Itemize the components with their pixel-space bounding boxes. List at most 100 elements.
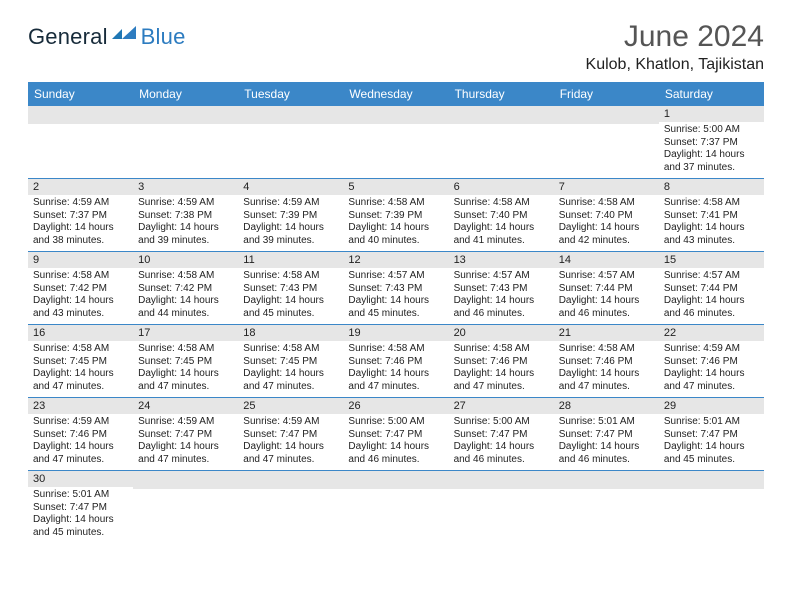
day-content: Sunrise: 4:58 AMSunset: 7:45 PMDaylight:… <box>133 341 238 395</box>
day-cell: 28Sunrise: 5:01 AMSunset: 7:47 PMDayligh… <box>554 398 659 471</box>
day-number: 7 <box>554 179 659 195</box>
day-cell: 7 Sunrise: 4:58 AMSunset: 7:40 PMDaylight… <box>554 179 659 252</box>
day-line: and 47 minutes. <box>348 381 443 394</box>
day-content: Sunrise: 5:01 AMSunset: 7:47 PMDaylight:… <box>554 414 659 468</box>
day-line: Daylight: 14 hours <box>348 368 443 381</box>
day-line: and 44 minutes. <box>138 308 233 321</box>
day-line: Sunset: 7:46 PM <box>559 356 654 369</box>
day-content: Sunrise: 5:01 AMSunset: 7:47 PMDaylight:… <box>28 487 133 541</box>
header-row: Sunday Monday Tuesday Wednesday Thursday… <box>28 82 764 106</box>
day-line: and 45 minutes. <box>243 308 338 321</box>
day-cell: 12Sunrise: 4:57 AMSunset: 7:43 PMDayligh… <box>343 252 448 325</box>
day-content: Sunrise: 4:58 AMSunset: 7:45 PMDaylight:… <box>28 341 133 395</box>
day-line: and 43 minutes. <box>664 235 759 248</box>
day-cell <box>28 106 133 179</box>
day-line: Daylight: 14 hours <box>559 222 654 235</box>
day-number: 2 <box>28 179 133 195</box>
day-line: Daylight: 14 hours <box>243 441 338 454</box>
day-cell: 1Sunrise: 5:00 AMSunset: 7:37 PMDaylight… <box>659 106 764 179</box>
day-number-empty <box>449 106 554 124</box>
day-line: Sunset: 7:39 PM <box>243 210 338 223</box>
day-number: 5 <box>343 179 448 195</box>
day-line: and 41 minutes. <box>454 235 549 248</box>
day-line: and 46 minutes. <box>664 308 759 321</box>
day-cell: 25Sunrise: 4:59 AMSunset: 7:47 PMDayligh… <box>238 398 343 471</box>
day-cell: 8Sunrise: 4:58 AMSunset: 7:41 PMDaylight… <box>659 179 764 252</box>
calendar-table: Sunday Monday Tuesday Wednesday Thursday… <box>28 82 764 543</box>
day-cell: 11Sunrise: 4:58 AMSunset: 7:43 PMDayligh… <box>238 252 343 325</box>
day-line: Daylight: 14 hours <box>348 222 443 235</box>
day-cell: 6Sunrise: 4:58 AMSunset: 7:40 PMDaylight… <box>449 179 554 252</box>
day-line: Sunset: 7:37 PM <box>664 137 759 150</box>
day-content: Sunrise: 4:57 AMSunset: 7:43 PMDaylight:… <box>343 268 448 322</box>
day-content: Sunrise: 4:58 AMSunset: 7:41 PMDaylight:… <box>659 195 764 249</box>
week-row: 16Sunrise: 4:58 AMSunset: 7:45 PMDayligh… <box>28 325 764 398</box>
day-cell: 23Sunrise: 4:59 AMSunset: 7:46 PMDayligh… <box>28 398 133 471</box>
day-line: Sunset: 7:40 PM <box>559 210 654 223</box>
day-cell: 30Sunrise: 5:01 AMSunset: 7:47 PMDayligh… <box>28 471 133 544</box>
day-line: Sunset: 7:39 PM <box>348 210 443 223</box>
day-line: Daylight: 14 hours <box>454 295 549 308</box>
day-number: 30 <box>28 471 133 487</box>
logo: General Blue <box>28 24 186 50</box>
day-cell: 26Sunrise: 5:00 AMSunset: 7:47 PMDayligh… <box>343 398 448 471</box>
day-cell <box>449 471 554 544</box>
day-number: 11 <box>238 252 343 268</box>
day-line: Sunset: 7:38 PM <box>138 210 233 223</box>
day-number-empty <box>343 106 448 124</box>
day-number: 27 <box>449 398 554 414</box>
day-line: and 47 minutes. <box>243 381 338 394</box>
day-cell: 19Sunrise: 4:58 AMSunset: 7:46 PMDayligh… <box>343 325 448 398</box>
day-line: Sunrise: 4:59 AM <box>33 416 128 429</box>
col-thursday: Thursday <box>449 82 554 106</box>
day-line: and 45 minutes. <box>664 454 759 467</box>
day-cell: 14Sunrise: 4:57 AMSunset: 7:44 PMDayligh… <box>554 252 659 325</box>
day-line: Sunrise: 4:58 AM <box>138 270 233 283</box>
day-line: Sunrise: 4:58 AM <box>138 343 233 356</box>
day-number-empty <box>554 106 659 124</box>
day-content: Sunrise: 4:58 AMSunset: 7:45 PMDaylight:… <box>238 341 343 395</box>
day-content: Sunrise: 4:58 AMSunset: 7:42 PMDaylight:… <box>28 268 133 322</box>
day-line: Sunset: 7:42 PM <box>138 283 233 296</box>
day-line: Daylight: 14 hours <box>138 222 233 235</box>
day-line: Sunset: 7:46 PM <box>454 356 549 369</box>
day-cell <box>554 471 659 544</box>
day-content: Sunrise: 4:58 AMSunset: 7:46 PMDaylight:… <box>554 341 659 395</box>
day-cell <box>554 106 659 179</box>
col-monday: Monday <box>133 82 238 106</box>
day-line: Sunrise: 4:58 AM <box>664 197 759 210</box>
week-row: 2Sunrise: 4:59 AMSunset: 7:37 PMDaylight… <box>28 179 764 252</box>
day-line: Sunrise: 4:57 AM <box>559 270 654 283</box>
day-content: Sunrise: 4:59 AMSunset: 7:38 PMDaylight:… <box>133 195 238 249</box>
day-line: Sunrise: 5:01 AM <box>33 489 128 502</box>
day-line: Sunset: 7:44 PM <box>559 283 654 296</box>
day-content: Sunrise: 4:59 AMSunset: 7:39 PMDaylight:… <box>238 195 343 249</box>
day-cell <box>659 471 764 544</box>
day-line: Sunset: 7:47 PM <box>559 429 654 442</box>
day-cell <box>133 471 238 544</box>
day-line: Daylight: 14 hours <box>33 441 128 454</box>
day-line: Daylight: 14 hours <box>559 368 654 381</box>
day-line: Sunset: 7:47 PM <box>454 429 549 442</box>
day-line: Sunrise: 4:59 AM <box>33 197 128 210</box>
logo-text-general: General <box>28 24 108 50</box>
day-line: Daylight: 14 hours <box>138 295 233 308</box>
day-number: 28 <box>554 398 659 414</box>
day-cell: 27Sunrise: 5:00 AMSunset: 7:47 PMDayligh… <box>449 398 554 471</box>
day-line: Sunrise: 4:58 AM <box>559 197 654 210</box>
day-content: Sunrise: 5:00 AMSunset: 7:37 PMDaylight:… <box>659 122 764 176</box>
day-number: 9 <box>28 252 133 268</box>
day-line: and 45 minutes. <box>348 308 443 321</box>
col-saturday: Saturday <box>659 82 764 106</box>
day-cell: 20Sunrise: 4:58 AMSunset: 7:46 PMDayligh… <box>449 325 554 398</box>
day-content: Sunrise: 4:58 AMSunset: 7:40 PMDaylight:… <box>449 195 554 249</box>
day-line: Sunset: 7:43 PM <box>454 283 549 296</box>
day-line: and 38 minutes. <box>33 235 128 248</box>
day-line: and 47 minutes. <box>243 454 338 467</box>
day-line: Daylight: 14 hours <box>33 514 128 527</box>
day-line: and 46 minutes. <box>559 454 654 467</box>
week-row: 1Sunrise: 5:00 AMSunset: 7:37 PMDaylight… <box>28 106 764 179</box>
day-line: and 39 minutes. <box>138 235 233 248</box>
day-content: Sunrise: 4:58 AMSunset: 7:46 PMDaylight:… <box>449 341 554 395</box>
day-line: Daylight: 14 hours <box>33 368 128 381</box>
